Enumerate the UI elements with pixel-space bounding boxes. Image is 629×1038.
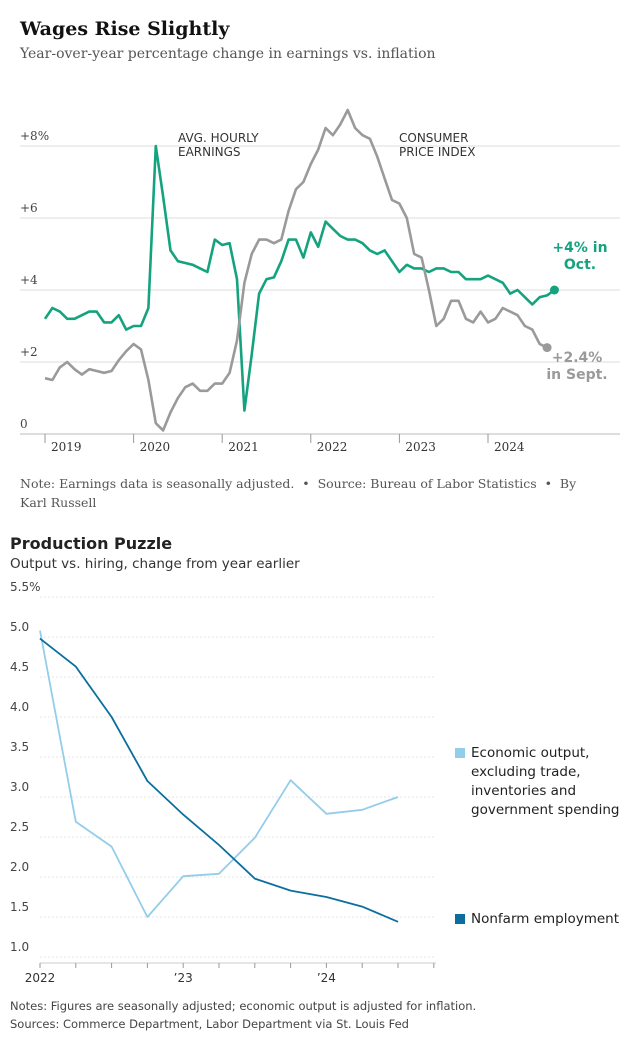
y-tick-label: +6 [20, 201, 38, 215]
y-tick-label: 1.0 [10, 940, 29, 954]
chart-title: Production Puzzle [10, 534, 173, 553]
y-tick-label: 2.0 [10, 860, 29, 874]
series-label: AVG. HOURLY EARNINGS [178, 131, 259, 159]
x-tick-label: ’23 [174, 971, 193, 985]
x-tick-label: 2024 [494, 440, 525, 454]
x-tick-label: 2020 [140, 440, 171, 454]
x-tick-label: 2022 [25, 971, 56, 985]
chart-subtitle: Output vs. hiring, change from year earl… [10, 556, 300, 572]
series-label: CONSUMER PRICE INDEX [399, 131, 476, 159]
legend-item: Economic output, excluding trade, invent… [455, 744, 625, 820]
chart-title: Wages Rise Slightly [20, 18, 230, 40]
annotation: +4% in Oct. [552, 240, 608, 273]
x-tick-label: 2019 [51, 440, 82, 454]
y-tick-label: 4.5 [10, 660, 29, 674]
series-line [39, 630, 399, 918]
y-tick-label: +2 [20, 345, 38, 359]
y-tick-label: 3.0 [10, 780, 29, 794]
annotation: +2.4% in Sept. [546, 350, 608, 383]
y-tick-label: 5.5% [10, 580, 41, 594]
series-line [44, 108, 548, 432]
x-tick-label: 2023 [405, 440, 436, 454]
y-tick-label: 1.5 [10, 900, 29, 914]
legend-label: Economic output, excluding trade, invent… [471, 745, 620, 818]
x-tick-label: ’24 [317, 971, 336, 985]
series-line [43, 144, 556, 412]
y-tick-label: 0 [20, 417, 28, 431]
note: Note: Earnings data is seasonally adjust… [20, 476, 581, 510]
end-dot [542, 343, 552, 353]
x-tick-label: 2022 [317, 440, 348, 454]
legend-label: Nonfarm employment [471, 911, 620, 927]
y-tick-label: 4.0 [10, 700, 29, 714]
y-tick-label: +4 [20, 273, 38, 287]
legend-swatch [455, 914, 465, 924]
x-tick-label: 2021 [228, 440, 259, 454]
y-tick-label: 5.0 [10, 620, 29, 634]
series-line [39, 637, 399, 923]
end-dot [549, 285, 559, 295]
sources: Sources: Commerce Department, Labor Depa… [10, 1017, 409, 1031]
chart-subtitle: Year-over-year percentage change in earn… [20, 46, 436, 62]
y-tick-label: 2.5 [10, 820, 29, 834]
legend-swatch [455, 748, 465, 758]
y-tick-label: +8% [20, 129, 49, 143]
y-tick-label: 3.5 [10, 740, 29, 754]
legend-item: Nonfarm employment [455, 910, 625, 929]
notes: Notes: Figures are seasonally adjusted; … [10, 999, 477, 1013]
